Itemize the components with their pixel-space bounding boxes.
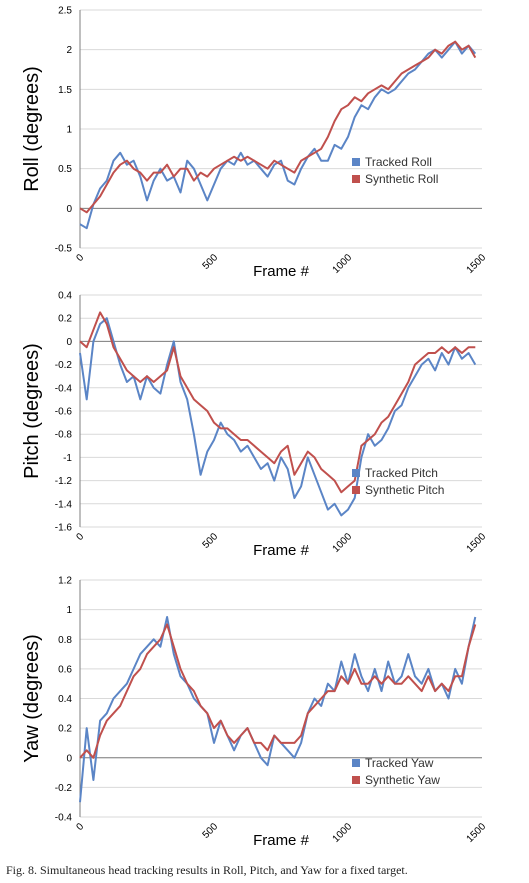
y-tick-label: 0 (66, 753, 72, 764)
y-tick-label: 0.2 (58, 724, 72, 735)
x-tick-label: 1500 (465, 821, 489, 845)
chart-panel-2: -1.6 -1.4 -1.2 -1 -0.8 -0.6 -0.4 -0.2 0 0.2 0.4 0 50… (21, 291, 488, 560)
x-tick-label: 1000 (331, 252, 355, 276)
y-tick-label: 1 (66, 605, 72, 616)
legend-swatch (352, 759, 360, 767)
legend-label: Tracked Roll (365, 155, 432, 169)
series-line-synthetic (79, 40, 477, 214)
legend-swatch (352, 158, 360, 166)
x-axis-title: Frame # (253, 832, 310, 849)
y-tick-label: -1.6 (55, 523, 73, 534)
legend-label: Synthetic Yaw (365, 773, 440, 787)
x-tick-label: 1500 (465, 531, 489, 555)
x-tick-label: 500 (201, 531, 221, 551)
y-tick-label: 0.2 (58, 314, 72, 325)
x-tick-label: 500 (201, 252, 221, 272)
legend-label: Synthetic Roll (365, 172, 438, 186)
y-tick-label: 0 (66, 204, 72, 215)
x-tick-label: 1000 (331, 531, 355, 555)
x-tick-label: 0 (74, 821, 86, 833)
figure-caption: Fig. 8. Simultaneous head tracking resul… (6, 863, 408, 877)
legend-label: Tracked Pitch (365, 466, 438, 480)
y-tick-label: -1.2 (55, 476, 73, 487)
y-tick-label: 0.8 (58, 635, 72, 646)
y-tick-label: -1.4 (55, 499, 73, 510)
y-tick-label: 2.5 (58, 6, 72, 17)
x-tick-label: 0 (74, 252, 86, 264)
chart-panel-3: -0.4 -0.2 0 0.2 0.4 0.6 0.8 1 1.2 0 500 1000 1500 Fra… (21, 576, 488, 850)
y-tick-label: -0.2 (55, 783, 73, 794)
y-tick-label: 1 (66, 125, 72, 136)
x-axis-title: Frame # (253, 263, 310, 280)
legend-label: Tracked Yaw (365, 756, 434, 770)
y-tick-label: -1 (63, 453, 72, 464)
y-axis-title: Yaw (degrees) (21, 634, 43, 763)
legend-swatch (352, 486, 360, 494)
legend-swatch (352, 776, 360, 784)
y-axis-title: Roll (degrees) (21, 66, 43, 192)
legend-swatch (352, 469, 360, 477)
y-tick-label: 1.2 (58, 576, 72, 587)
y-tick-label: 0 (66, 337, 72, 348)
y-tick-label: 1.5 (58, 85, 72, 96)
y-tick-label: 0.5 (58, 164, 72, 175)
y-tick-label: -0.2 (55, 360, 73, 371)
y-tick-label: 0.4 (58, 694, 72, 705)
legend-swatch (352, 175, 360, 183)
x-axis-title: Frame # (253, 542, 310, 559)
series-line-synthetic (79, 311, 476, 494)
x-tick-label: 1000 (331, 821, 355, 845)
y-tick-label: -0.8 (55, 430, 73, 441)
y-tick-label: 0.4 (58, 291, 72, 302)
y-tick-label: -0.4 (55, 813, 73, 824)
series-line-tracked (79, 40, 477, 230)
y-axis-title: Pitch (degrees) (21, 343, 43, 479)
y-tick-label: -0.6 (55, 407, 73, 418)
x-tick-label: 0 (74, 531, 86, 543)
y-tick-label: -0.5 (55, 244, 73, 255)
legend-label: Synthetic Pitch (365, 483, 444, 497)
y-tick-label: -0.4 (55, 383, 73, 394)
x-tick-label: 1500 (465, 252, 489, 276)
series-line-tracked (79, 317, 477, 517)
x-tick-label: 500 (201, 821, 221, 841)
series-line-synthetic (79, 623, 477, 759)
y-tick-label: 2 (66, 45, 72, 56)
y-tick-label: 0.6 (58, 664, 72, 675)
